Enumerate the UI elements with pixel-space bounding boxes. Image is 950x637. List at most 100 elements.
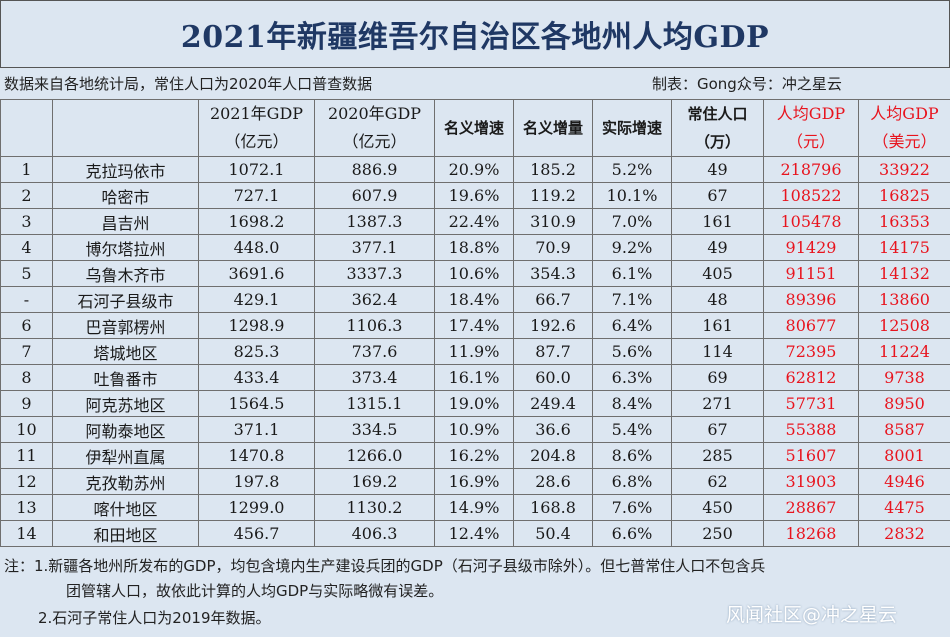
cell-rank: 9 <box>0 390 53 417</box>
cell-nominal-increase: 119.2 <box>513 182 593 209</box>
cell-real-growth: 6.4% <box>592 312 672 339</box>
cell-population: 161 <box>671 208 764 235</box>
header-rank <box>0 99 53 157</box>
cell-real-growth: 6.8% <box>592 468 672 495</box>
cell-percap-cny: 89396 <box>763 286 859 313</box>
cell-gdp-2020: 1387.3 <box>314 208 435 235</box>
cell-nominal-growth: 14.9% <box>434 494 514 521</box>
cell-rank: 2 <box>0 182 53 209</box>
cell-percap-cny: 72395 <box>763 338 859 365</box>
cell-rank: 14 <box>0 520 53 547</box>
cell-nominal-growth: 10.6% <box>434 260 514 287</box>
cell-population: 67 <box>671 182 764 209</box>
table-row: 5 乌鲁木齐市 3691.6 3337.3 10.6% 354.3 6.1% 4… <box>0 260 950 287</box>
cell-population: 62 <box>671 468 764 495</box>
header-nominal-growth: 名义增速 <box>434 99 514 157</box>
header-population: 常住人口 （万） <box>671 99 764 157</box>
cell-gdp-2021: 825.3 <box>198 338 315 365</box>
cell-gdp-2020: 362.4 <box>314 286 435 313</box>
cell-real-growth: 5.4% <box>592 416 672 443</box>
footnote-1-continued: 团管辖人口，故依此计算的人均GDP与实际略微有误差。 <box>66 582 444 600</box>
cell-gdp-2020: 334.5 <box>314 416 435 443</box>
cell-gdp-2020: 607.9 <box>314 182 435 209</box>
header-percap-cny-line2: （元） <box>786 132 835 151</box>
cell-population: 285 <box>671 442 764 469</box>
cell-region: 阿勒泰地区 <box>52 416 199 443</box>
cell-percap-cny: 51607 <box>763 442 859 469</box>
cell-region: 塔城地区 <box>52 338 199 365</box>
cell-rank: 5 <box>0 260 53 287</box>
cell-gdp-2021: 1470.8 <box>198 442 315 469</box>
cell-real-growth: 7.1% <box>592 286 672 313</box>
cell-percap-usd: 14132 <box>858 260 950 287</box>
cell-nominal-growth: 18.4% <box>434 286 514 313</box>
cell-population: 114 <box>671 338 764 365</box>
cell-gdp-2020: 1130.2 <box>314 494 435 521</box>
cell-region: 克拉玛依市 <box>52 156 199 183</box>
footnotes: 注：1.新疆各地州所发布的GDP，均包含境内生产建设兵团的GDP（石河子县级市除… <box>0 547 950 637</box>
cell-rank: 6 <box>0 312 53 339</box>
cell-nominal-increase: 28.6 <box>513 468 593 495</box>
cell-population: 405 <box>671 260 764 287</box>
table-row: 10 阿勒泰地区 371.1 334.5 10.9% 36.6 5.4% 67 … <box>0 416 950 443</box>
table-row: - 石河子县级市 429.1 362.4 18.4% 66.7 7.1% 48 … <box>0 286 950 313</box>
cell-population: 49 <box>671 156 764 183</box>
table-row: 13 喀什地区 1299.0 1130.2 14.9% 168.8 7.6% 4… <box>0 494 950 521</box>
cell-region: 阿克苏地区 <box>52 390 199 417</box>
cell-rank: 1 <box>0 156 53 183</box>
cell-real-growth: 8.4% <box>592 390 672 417</box>
cell-percap-cny: 31903 <box>763 468 859 495</box>
cell-nominal-growth: 16.2% <box>434 442 514 469</box>
cell-percap-cny: 80677 <box>763 312 859 339</box>
cell-percap-cny: 108522 <box>763 182 859 209</box>
header-gdp-2021: 2021年GDP （亿元） <box>198 99 315 157</box>
cell-real-growth: 5.2% <box>592 156 672 183</box>
cell-gdp-2021: 433.4 <box>198 364 315 391</box>
cell-gdp-2020: 886.9 <box>314 156 435 183</box>
cell-nominal-growth: 12.4% <box>434 520 514 547</box>
cell-population: 250 <box>671 520 764 547</box>
cell-nominal-increase: 192.6 <box>513 312 593 339</box>
cell-real-growth: 6.1% <box>592 260 672 287</box>
cell-region: 哈密市 <box>52 182 199 209</box>
cell-region: 博尔塔拉州 <box>52 234 199 261</box>
cell-percap-cny: 57731 <box>763 390 859 417</box>
cell-real-growth: 6.6% <box>592 520 672 547</box>
header-percap-cny: 人均GDP （元） <box>763 99 859 157</box>
cell-nominal-growth: 19.0% <box>434 390 514 417</box>
cell-nominal-increase: 50.4 <box>513 520 593 547</box>
cell-percap-usd: 8950 <box>858 390 950 417</box>
cell-nominal-increase: 70.9 <box>513 234 593 261</box>
cell-percap-usd: 12508 <box>858 312 950 339</box>
cell-nominal-increase: 310.9 <box>513 208 593 235</box>
header-population-line2: （万） <box>694 133 740 151</box>
header-nominal-increase: 名义增量 <box>513 99 593 157</box>
cell-nominal-increase: 185.2 <box>513 156 593 183</box>
cell-gdp-2021: 3691.6 <box>198 260 315 287</box>
cell-percap-usd: 9738 <box>858 364 950 391</box>
header-gdp-2020-line2: （亿元） <box>342 132 407 151</box>
table-row: 14 和田地区 456.7 406.3 12.4% 50.4 6.6% 250 … <box>0 520 950 547</box>
cell-gdp-2020: 373.4 <box>314 364 435 391</box>
cell-percap-cny: 55388 <box>763 416 859 443</box>
cell-nominal-increase: 354.3 <box>513 260 593 287</box>
cell-gdp-2021: 456.7 <box>198 520 315 547</box>
cell-region: 巴音郭楞州 <box>52 312 199 339</box>
header-gdp-2020: 2020年GDP （亿元） <box>314 99 435 157</box>
gdp-table: 2021年GDP （亿元） 2020年GDP （亿元） 名义增速 名义增量 实际… <box>0 99 950 547</box>
cell-gdp-2020: 3337.3 <box>314 260 435 287</box>
footnote-2: 2.石河子常住人口为2019年数据。 <box>38 609 271 627</box>
watermark: 风闻社区@冲之星云 <box>726 604 898 626</box>
subheader: 数据来自各地统计局，常住人口为2020年人口普查数据 制表：Gong众号：冲之星… <box>0 68 950 98</box>
cell-percap-cny: 218796 <box>763 156 859 183</box>
cell-nominal-increase: 36.6 <box>513 416 593 443</box>
cell-nominal-growth: 20.9% <box>434 156 514 183</box>
cell-real-growth: 10.1% <box>592 182 672 209</box>
cell-nominal-growth: 19.6% <box>434 182 514 209</box>
header-gdp-2021-line1: 2021年GDP <box>209 104 304 123</box>
cell-region: 昌吉州 <box>52 208 199 235</box>
cell-region: 石河子县级市 <box>52 286 199 313</box>
cell-population: 450 <box>671 494 764 521</box>
cell-percap-usd: 2832 <box>858 520 950 547</box>
cell-nominal-growth: 18.8% <box>434 234 514 261</box>
